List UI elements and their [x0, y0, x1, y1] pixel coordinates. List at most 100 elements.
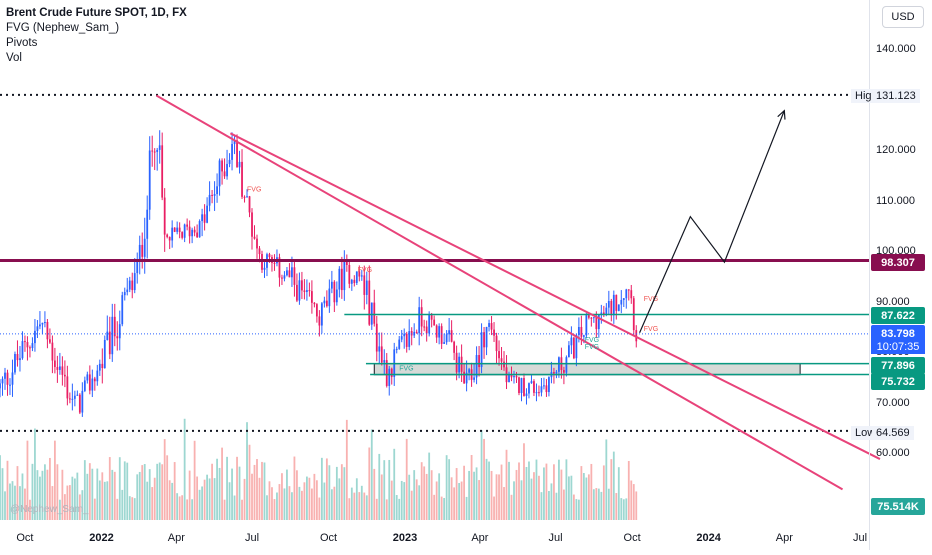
volume-bar	[630, 480, 633, 520]
volume-bar	[548, 491, 550, 520]
candle-body	[358, 271, 361, 277]
candle-body	[545, 385, 548, 393]
candle-body	[51, 342, 54, 361]
candle-body	[480, 332, 483, 368]
currency-button[interactable]: USD	[882, 6, 924, 28]
candle-body	[343, 260, 346, 291]
volume-bar	[11, 481, 14, 520]
candle-body	[535, 392, 538, 394]
candle-body	[91, 378, 94, 391]
volume-bar	[365, 495, 368, 520]
candle-body	[306, 290, 308, 293]
indicator-pivots[interactable]: Pivots	[6, 37, 38, 49]
candle-body	[268, 254, 271, 258]
volume-bar	[403, 482, 406, 520]
volume-bar	[191, 499, 194, 520]
volume-bar	[218, 467, 221, 520]
candle-body	[203, 214, 206, 223]
candle-body	[450, 330, 453, 342]
volume-bar	[88, 463, 91, 520]
candle-body	[572, 337, 575, 359]
candle-body	[288, 270, 291, 278]
candle-body	[567, 345, 570, 358]
candle-body	[251, 212, 253, 237]
volume-bar	[533, 472, 535, 520]
candle-body	[101, 363, 104, 369]
volume-bar	[46, 469, 49, 520]
volume-bar	[330, 489, 333, 520]
volume-bar	[340, 464, 343, 520]
volume-bar	[622, 499, 625, 520]
volume-bar	[126, 462, 129, 520]
candle-body	[29, 347, 31, 349]
candle-body	[4, 372, 6, 379]
volume-bar	[345, 419, 348, 520]
volume-bar	[390, 480, 393, 520]
candle-body	[181, 232, 184, 238]
candle-body	[31, 343, 34, 349]
candle-body	[425, 326, 428, 334]
candle-body	[201, 214, 204, 222]
pivot-low-value: 64.569	[872, 426, 914, 440]
candle-body	[308, 290, 311, 292]
volume-bar	[68, 485, 71, 520]
volume-bar	[358, 492, 361, 520]
candle-body	[16, 354, 19, 361]
candle-body	[148, 150, 151, 210]
volume-bar	[325, 458, 328, 520]
fvg-label: FVG	[644, 326, 658, 333]
candle-body	[445, 334, 448, 343]
candle-body	[528, 383, 530, 394]
volume-bar	[111, 469, 114, 520]
symbol-title[interactable]: Brent Crude Future SPOT, 1D, FX	[6, 7, 187, 19]
candle-body	[600, 312, 603, 315]
volume-bar	[293, 456, 296, 520]
candle-body	[363, 275, 366, 295]
volume-bar	[221, 447, 223, 520]
volume-bar	[29, 499, 31, 520]
candle-body	[490, 323, 493, 330]
candle-body	[587, 315, 590, 318]
indicator-vol[interactable]: Vol	[6, 52, 22, 64]
volume-bar	[306, 476, 308, 520]
candle-body	[49, 339, 51, 343]
time-tick-label: Jul	[852, 532, 868, 544]
candle-body	[281, 277, 283, 279]
time-tick-label: Jul	[548, 532, 563, 544]
volume-bar	[375, 498, 378, 520]
candle-body	[216, 186, 218, 195]
candle-body	[423, 326, 426, 328]
volume-bar	[193, 440, 196, 520]
volume-bar	[510, 494, 513, 520]
candle-body	[116, 336, 119, 339]
volume-bar	[298, 486, 301, 520]
candle-body	[1, 378, 4, 384]
volume-bar	[231, 468, 233, 520]
volume-bar	[61, 469, 64, 520]
volume-bar	[538, 475, 540, 520]
price-tick-label: 70.000	[876, 396, 910, 409]
volume-bar	[493, 496, 495, 520]
volume-bar	[41, 470, 44, 520]
candle-body	[11, 372, 14, 385]
volume-bar	[271, 487, 273, 520]
volume-bar	[291, 492, 293, 520]
volume-bar	[246, 422, 248, 520]
fvg-label: FVG	[358, 267, 372, 274]
candle-body	[510, 374, 513, 378]
candle-body	[340, 268, 343, 291]
candle-body	[440, 326, 443, 344]
watermark-text: @Nephew_Sam_	[10, 504, 89, 515]
volume-bar	[188, 470, 191, 520]
candle-body	[171, 227, 174, 241]
candle-body	[465, 372, 468, 384]
candle-body	[243, 196, 246, 198]
volume-bar	[545, 463, 548, 520]
volume-bar	[171, 482, 174, 520]
candle-body	[131, 280, 134, 291]
indicator-fvg[interactable]: FVG (Nephew_Sam_)	[6, 22, 120, 34]
volume-bar	[26, 440, 29, 520]
volume-bar	[558, 459, 560, 520]
